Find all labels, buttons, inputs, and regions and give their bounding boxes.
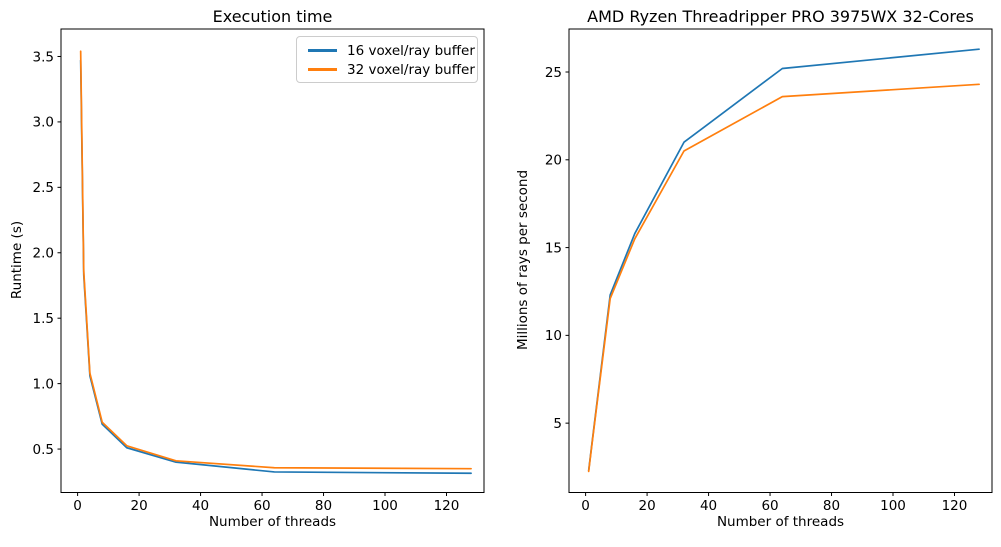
right-plot-xlabel: Number of threads [716, 514, 845, 530]
x-tick-label: 120 [942, 498, 968, 514]
y-tick-label: 0.5 [33, 442, 54, 458]
y-tick-label: 2.0 [33, 246, 54, 262]
series-line-16-buffer [587, 48, 980, 472]
x-tick-label: 20 [638, 498, 655, 514]
right-plot-ylabel: Millions of rays per second [515, 169, 531, 351]
y-tick-label: 1.0 [33, 376, 54, 392]
x-tick-label: 120 [434, 498, 460, 514]
legend: 16 voxel/ray buffer 32 voxel/ray buffer [296, 36, 478, 83]
legend-entry-32-buffer: 32 voxel/ray buffer [297, 60, 477, 79]
x-tick-label: 20 [130, 498, 147, 514]
left-plot-ylabel: Runtime (s) [9, 220, 25, 300]
axes-0: 0 20 40 60 80 100 120 0.5 1.0 1.5 2.0 2.5 3.0 3.5 [33, 28, 485, 514]
y-tick-label: 1.5 [33, 311, 54, 327]
y-tick-label: 20 [545, 153, 562, 169]
right-plot-title: AMD Ryzen Threadripper PRO 3975WX 32-Cor… [587, 7, 974, 26]
x-tick-label: 80 [823, 498, 840, 514]
x-tick-label: 0 [73, 498, 82, 514]
y-tick-label: 2.5 [33, 180, 54, 196]
axes-spines [568, 28, 993, 493]
legend-line-sample-orange [308, 68, 337, 71]
legend-line-sample-blue [308, 49, 337, 52]
x-tick-label: 40 [192, 498, 209, 514]
x-tick-label: 60 [253, 498, 270, 514]
y-tick-label: 25 [545, 65, 562, 81]
left-plot-title: Execution time [212, 7, 333, 26]
x-tick-label: 100 [372, 498, 398, 514]
y-tick-label: 15 [545, 240, 562, 256]
x-tick-label: 60 [761, 498, 778, 514]
axes-spines [60, 28, 485, 493]
y-tick-label: 3.5 [33, 49, 54, 65]
series-line-32-buffer [79, 50, 472, 470]
series-line-16-buffer [79, 59, 472, 475]
axes-1: 0 20 40 60 80 100 120 5 10 15 20 25 [545, 28, 993, 514]
y-tick-label: 5 [553, 416, 562, 432]
x-tick-label: 40 [700, 498, 717, 514]
left-plot-xlabel: Number of threads [208, 514, 337, 530]
x-tick-label: 100 [880, 498, 906, 514]
series-line-32-buffer [587, 83, 980, 473]
x-tick-label: 0 [581, 498, 590, 514]
legend-label: 32 voxel/ray buffer [347, 61, 475, 78]
legend-label: 16 voxel/ray buffer [347, 42, 475, 59]
legend-entry-16-buffer: 16 voxel/ray buffer [297, 41, 477, 60]
y-tick-label: 10 [545, 328, 562, 344]
x-tick-label: 80 [315, 498, 332, 514]
y-tick-label: 3.0 [33, 115, 54, 131]
